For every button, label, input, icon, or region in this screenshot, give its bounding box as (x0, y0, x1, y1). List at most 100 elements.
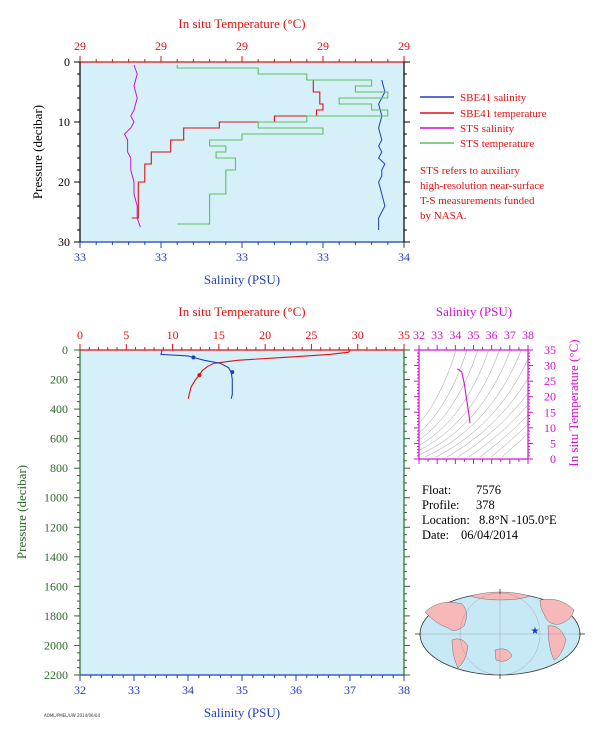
panel-bottom-bottom-tick-label: 35 (236, 683, 248, 697)
panel-ts-plot-area (419, 350, 528, 459)
panel-bottom-xlabel: Salinity (PSU) (204, 705, 280, 720)
panel-ts-top-tick-label: 33 (431, 328, 443, 342)
panel-top-bottom-tick-2: 33 (236, 250, 248, 264)
panel-bottom-series-temperature (187, 349, 351, 399)
location-value: 8.8°N -105.0°E (479, 513, 557, 527)
panel-top-top-tick-3: 29 (317, 39, 329, 53)
panel-bottom-title: In situ Temperature (°C) (178, 304, 305, 319)
panel-ts-title: Salinity (PSU) (436, 304, 512, 319)
panel-bottom-bottom-tick-label: 37 (344, 683, 356, 697)
panel-bottom-y-tick-label: 1800 (44, 609, 68, 623)
panel-bottom-top-tick-label: 20 (259, 328, 271, 342)
panel-ts-y-tick-label: 30 (544, 359, 556, 373)
panel-ts-y-tick-label: 35 (544, 343, 556, 357)
panel-ts-y-tick-label: 15 (544, 405, 556, 419)
panel-top-ylabel: Pressure (decibar) (30, 105, 45, 199)
float-location-marker: ★ (531, 626, 540, 637)
sts-note-line-1: STS refers to auxiliary (420, 165, 520, 177)
panel-top-bottom-tick-3: 33 (317, 250, 329, 264)
panel-bottom-y-tick-label: 1000 (44, 491, 68, 505)
panel-top-title: In situ Temperature (°C) (178, 16, 305, 31)
panel-top-ticks (74, 56, 410, 248)
panel-ts-density-contour (457, 392, 528, 458)
panel-ts-series-t-s (456, 368, 471, 424)
panel-ts-density-contour (501, 433, 528, 458)
panel-bottom-y-tick-labels: 0 200 400 600 800 1000 1200 1400 1600 1800 2000 220… (44, 343, 68, 682)
panel-top-top-tick-0: 29 (74, 39, 86, 53)
date-label: Date: (422, 528, 449, 542)
panel-ts-ylabel: In situ Temperature (°C) (566, 339, 581, 466)
panel-ts-top-tick-label: 34 (449, 328, 461, 342)
panel-ts-top-tick-label: 37 (504, 328, 516, 342)
panel-ts-y-tick-label: 25 (544, 374, 556, 388)
panel-ts-density-contour (419, 350, 511, 456)
panel-ts-density-contour (419, 350, 500, 451)
panel-top-plot-area (80, 62, 404, 242)
panel-ts-top-tick-label: 38 (522, 328, 534, 342)
panel-bottom-y-tick-label: 600 (50, 432, 68, 446)
panel-top-series-sts-salinity (123, 64, 141, 228)
legend-label-sts-temperature: STS temperature (460, 138, 534, 150)
panel-bottom-y-tick-label: 800 (50, 461, 68, 475)
panel-bottom-bottom-tick-label: 36 (290, 683, 302, 697)
panel-top-top-tick-1: 29 (155, 39, 167, 53)
sts-note-line-3: T-S measurements funded (420, 195, 535, 207)
panel-bottom-marker-temperature (197, 373, 202, 378)
panel-top-y-tick-0: 0 (64, 55, 70, 69)
panel-bottom-bottom-tick-label: 32 (74, 683, 86, 697)
panel-bottom-top-tick-label: 35 (398, 328, 410, 342)
panel-ts-density-contour (424, 350, 522, 458)
float-info: Float: 7576 Profile: 378 Location: 8.8°N… (422, 483, 557, 542)
location-label: Location: (422, 513, 470, 527)
float-label: Float: (422, 483, 451, 497)
panel-bottom-plot-area (80, 350, 404, 675)
panel-ts-y-tick-label: 10 (544, 421, 556, 435)
panel-ts-ticks (414, 345, 533, 464)
panel-bottom-marker-salinity (191, 355, 196, 360)
float-value: 7576 (476, 483, 501, 497)
panel-top-bottom-tick-0: 33 (74, 250, 86, 264)
panel-bottom-top-tick-labels: 0 5 10 15 20 25 30 35 (77, 328, 410, 342)
panel-bottom-bottom-tick-label: 34 (182, 683, 194, 697)
panel-top-bottom-tick-4: 34 (398, 250, 410, 264)
panel-bottom-top-tick-label: 25 (305, 328, 317, 342)
panel-ts-density-contour (419, 350, 457, 425)
panel-top-y-tick-2: 20 (58, 175, 70, 189)
panel-bottom-series-salinity (160, 349, 233, 399)
panel-bottom-top-tick-label: 10 (167, 328, 179, 342)
panel-ts-top-tick-label: 36 (486, 328, 498, 342)
panel-top-bottom-tick-1: 33 (155, 250, 167, 264)
panel-ts-series (456, 368, 471, 424)
panel-bottom-top-tick-label: 5 (123, 328, 129, 342)
panel-bottom-y-tick-label: 200 (50, 373, 68, 387)
panel-ts-density-contour (479, 414, 528, 458)
panel-bottom-y-tick-label: 1400 (44, 550, 68, 564)
panel-top-xlabel: Salinity (PSU) (204, 272, 280, 287)
panel-ts-density-contour (419, 350, 468, 434)
panel-bottom-y-tick-label: 1200 (44, 520, 68, 534)
sts-note-line-4: by NASA. (420, 210, 467, 222)
panel-bottom-marker-salinity (230, 370, 235, 375)
legend-label-sbe41-temperature: SBE41 temperature (460, 108, 547, 120)
panel-ts-density-contour (419, 350, 479, 441)
panel-top-top-tick-4: 29 (398, 39, 410, 53)
panel-bottom-bottom-tick-label: 33 (128, 683, 140, 697)
profile-label: Profile: (422, 498, 460, 512)
panel-top: In situ Temperature (°C) 29 29 29 29 29 … (30, 16, 410, 287)
legend: SBE41 salinity SBE41 temperature STS sal… (420, 92, 547, 222)
panel-ts-top-tick-label: 35 (468, 328, 480, 342)
sts-note-line-2: high-resolution near-surface (420, 180, 544, 192)
panel-top-y-tick-1: 10 (58, 115, 70, 129)
panel-top-top-tick-2: 29 (236, 39, 248, 53)
panel-bottom-ticks (74, 344, 410, 681)
panel-bottom-top-tick-label: 15 (213, 328, 225, 342)
panel-bottom-series (160, 349, 351, 399)
panel-bottom-y-tick-label: 400 (50, 402, 68, 416)
legend-label-sts-salinity: STS salinity (460, 123, 515, 135)
panel-bottom-bottom-tick-label: 38 (398, 683, 410, 697)
panel-top-series (123, 64, 389, 230)
panel-ts-density-contour (490, 423, 528, 458)
